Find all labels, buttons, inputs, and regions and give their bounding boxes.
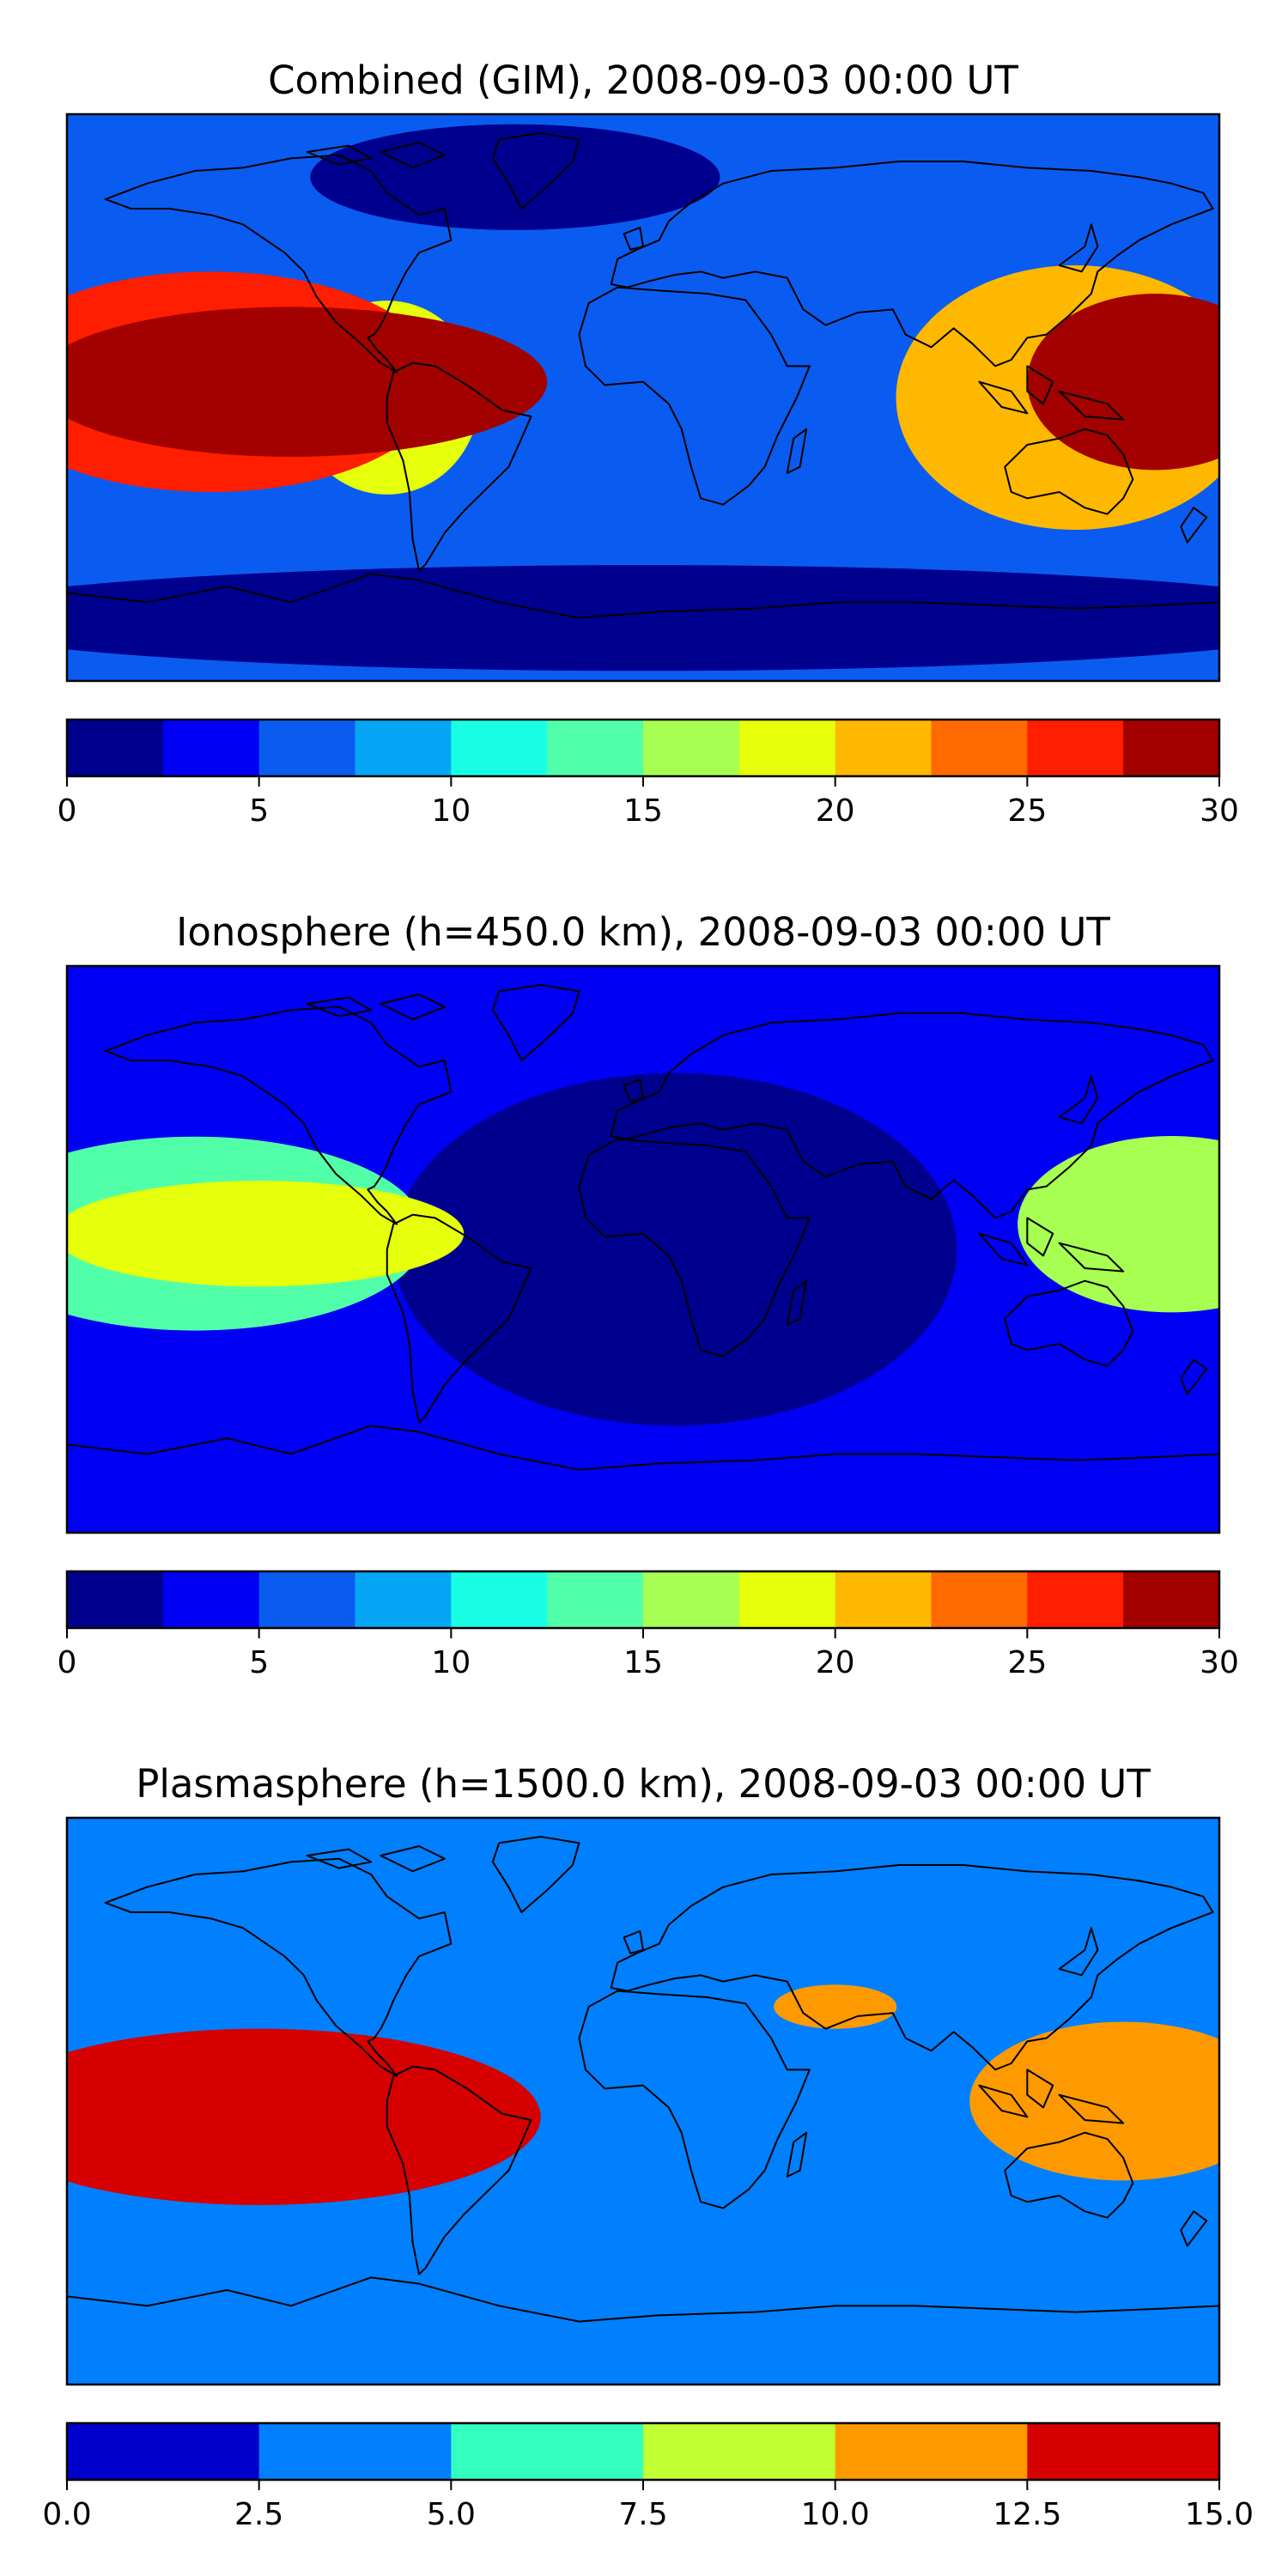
contour-region [1018,1136,1219,1313]
colorbar-segment [451,1571,548,1628]
contour-region [67,565,1219,671]
colorbar-tick-label: 12.5 [993,2497,1061,2532]
colorbar-tick-label: 5.0 [427,2497,476,2532]
colorbar: 0 5 10 15 20 25 30 [58,1570,1239,1680]
map-frame [65,112,1221,683]
colorbar-tick-label: 0 [58,1645,77,1680]
colorbar-tick-label: 30 [1200,793,1239,829]
contour-region [67,1441,1219,1530]
colorbar-segment [931,720,1028,776]
colorbar-tick-label: 25 [1007,1645,1047,1680]
colorbar-segment [931,1571,1028,1628]
colorbar-segment [355,720,452,776]
contour-region [67,307,548,457]
map-panel-1: Combined (GIM), 2008-09-03 00:00 UT 0 5 10 1… [58,58,1239,829]
colorbar-segment [1027,2423,1220,2480]
contour-region [393,1072,957,1426]
contour-region [774,1984,897,2029]
panel-title: Combined (GIM), 2008-09-03 00:00 UT [268,58,1018,103]
colorbar-tick-label: 0.0 [42,2497,91,2532]
contour-map [67,114,1219,681]
colorbar-tick-label: 15.0 [1185,2497,1254,2532]
colorbar-tick-label: 10 [431,793,471,829]
colorbar-tick-label: 2.5 [234,2497,283,2532]
colorbar-tick-label: 0 [58,793,77,829]
contour-map [67,1818,1219,2385]
colorbar-tick-label: 30 [1200,1645,1239,1680]
colorbar-segment [67,720,164,776]
colorbar-segment [643,2423,836,2480]
colorbar-segment [738,720,836,776]
colorbar-tick-label: 20 [816,1645,855,1680]
colorbar-segment [162,1571,260,1628]
colorbar-tick-label: 15 [623,793,663,829]
map-panel-2: Ionosphere (h=450.0 km), 2008-09-03 00:0… [58,909,1239,1680]
map-frame [65,1816,1221,2386]
contour-region [1027,294,1219,471]
colorbar-segment [1027,1571,1124,1628]
contour-region [67,1181,465,1287]
colorbar-segment [547,720,644,776]
colorbar-tick-label: 25 [1007,793,1047,829]
colorbar-tick-label: 20 [816,793,855,829]
colorbar-segment [451,2423,644,2480]
colorbar-segment [547,1571,644,1628]
colorbar-segment [835,720,933,776]
contour-region [105,2063,413,2170]
panel-title: Ionosphere (h=450.0 km), 2008-09-03 00:0… [176,909,1110,955]
contour-region [969,2021,1219,2181]
colorbar-tick-label: 5 [249,1645,269,1680]
colorbar-tick-label: 10.0 [801,2497,870,2532]
colorbar-tick-label: 15 [623,1645,663,1680]
colorbar-segment [835,2423,1028,2480]
colorbar-segment [643,720,740,776]
colorbar-segment [258,1571,356,1628]
colorbar-segment [1027,720,1124,776]
colorbar-segment [1123,1571,1220,1628]
colorbar-segment [835,1571,933,1628]
panel-title: Plasmasphere (h=1500.0 km), 2008-09-03 0… [136,1761,1151,1807]
colorbar-tick-label: 5 [249,793,269,829]
contour-map [67,966,1219,1533]
colorbar-tick-label: 10 [431,1645,471,1680]
contour-region [310,124,720,230]
colorbar-segment [258,2423,452,2480]
colorbar: 0.0 2.5 5.0 7.5 10.0 12.5 15.0 [42,2421,1254,2532]
map-frame [65,964,1221,1534]
colorbar-segment [67,1571,164,1628]
colorbar-segment [643,1571,740,1628]
colorbar-segment [162,720,260,776]
colorbar-segment [67,2423,260,2480]
colorbar-tick-label: 7.5 [618,2497,667,2532]
colorbar-segment [451,720,548,776]
colorbar-segment [1123,720,1220,776]
colorbar: 0 5 10 15 20 25 30 [58,718,1239,829]
colorbar-segment [258,720,356,776]
colorbar-segment [738,1571,836,1628]
map-panel-3: Plasmasphere (h=1500.0 km), 2008-09-03 0… [42,1761,1254,2532]
colorbar-segment [355,1571,452,1628]
